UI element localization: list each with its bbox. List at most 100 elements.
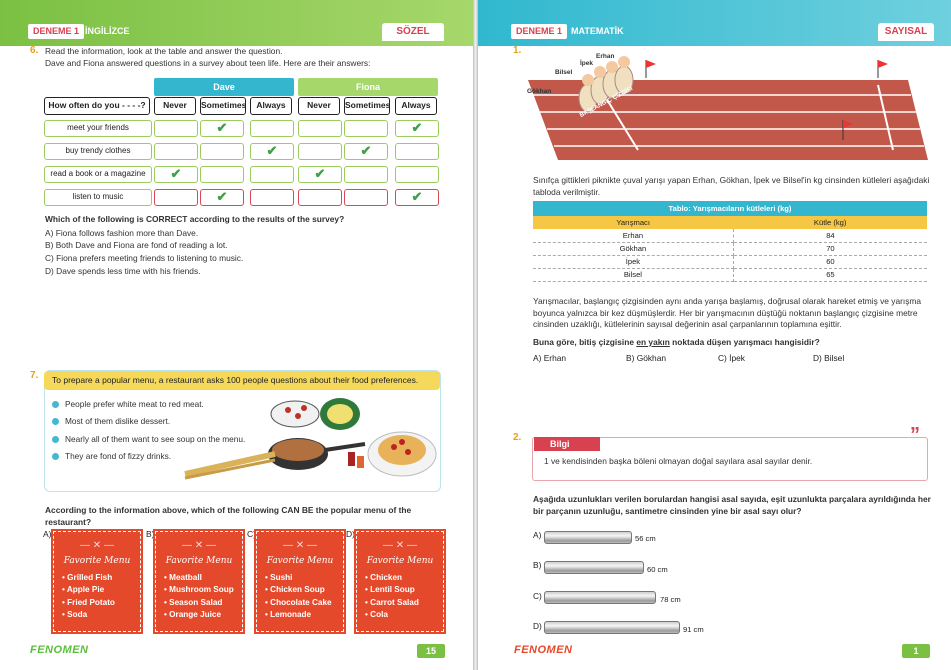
q2-option-c-letter[interactable]: C) xyxy=(533,591,542,601)
frequency-header: Always xyxy=(395,97,437,115)
table-row: Gökhan 70 xyxy=(533,242,927,256)
q7-option-b-letter: B) xyxy=(146,529,155,539)
pipe-d xyxy=(544,621,680,634)
q2-question: Aşağıda uzunlukları verilen borulardan h… xyxy=(533,494,931,516)
survey-answer-cell xyxy=(344,189,388,206)
q7-bullet: People prefer white meat to red meat. xyxy=(52,399,204,409)
menu-item: • Lemonade xyxy=(265,610,312,620)
question-number: 2. xyxy=(513,432,522,443)
food-illustration xyxy=(184,398,437,480)
pipe-length: 60 cm xyxy=(647,565,668,574)
menu-card-b[interactable]: — ✕ — Favorite Menu • Meatball • Mushroo… xyxy=(153,529,245,634)
racer-label: Gökhan xyxy=(527,88,552,95)
publisher-logo: FENOMEN xyxy=(30,644,89,656)
racer-label: Bilsel xyxy=(555,69,573,76)
section-tab: SÖZEL xyxy=(382,23,444,41)
menu-title: Favorite Menu xyxy=(63,556,131,566)
survey-answer-cell xyxy=(154,189,198,206)
question-cell: How often do you - - - -? xyxy=(44,97,150,115)
q1-paragraph: Yarışmacılar, başlangıç çizgisinden aynı… xyxy=(533,296,922,329)
survey-answer-cell xyxy=(250,120,294,137)
series-label: DENEME 1 xyxy=(28,24,85,39)
q6-option-c[interactable]: C) Fiona prefers meeting friends to list… xyxy=(45,253,244,263)
q7-option-d-letter: D) xyxy=(346,529,355,539)
survey-row-label: read a book or a magazine xyxy=(44,166,152,183)
frequency-header: Always xyxy=(250,97,292,115)
q7-intro: To prepare a popular menu, a restaurant … xyxy=(44,371,440,390)
menu-item: • Orange Juice xyxy=(164,610,222,620)
menu-item: • Chicken Soup xyxy=(265,585,325,595)
q6-option-b[interactable]: B) Both Dave and Fiona are fond of readi… xyxy=(45,240,228,250)
survey-answer-cell: ✔ xyxy=(344,143,388,160)
survey-row-label: meet your friends xyxy=(44,120,152,137)
menu-card-a[interactable]: — ✕ — Favorite Menu • Grilled Fish • App… xyxy=(51,529,143,634)
menu-item: • Apple Pie xyxy=(62,585,105,595)
racer-label: İpek xyxy=(580,60,594,67)
menu-item: • Soda xyxy=(62,610,88,620)
q6-question: Which of the following is CORRECT accord… xyxy=(45,214,345,224)
survey-answer-cell xyxy=(250,189,294,206)
publisher-logo: FENOMEN xyxy=(514,644,573,656)
menu-card-c[interactable]: — ✕ — Favorite Menu • Sushi • Chicken So… xyxy=(254,529,346,634)
q7-option-a-letter: A) xyxy=(43,529,52,539)
frequency-header: Never xyxy=(298,97,340,115)
question-number: 7. xyxy=(30,370,39,381)
menu-item: • Sushi xyxy=(265,573,293,582)
q1-option-a[interactable]: A) Erhan xyxy=(533,353,567,363)
q7-option-c-letter: C) xyxy=(247,529,256,539)
q1-option-d[interactable]: D) Bilsel xyxy=(813,353,845,363)
survey-answer-cell xyxy=(395,143,439,160)
column-header: Kütle (kg) xyxy=(733,216,927,229)
survey-row-label: listen to music xyxy=(44,189,152,206)
frequency-header: Never xyxy=(154,97,196,115)
survey-answer-cell: ✔ xyxy=(200,189,244,206)
q1-intro: Sınıfça gittikleri piknikte çuval yarışı… xyxy=(533,175,930,197)
menu-item: • Grilled Fish xyxy=(62,573,113,582)
pipe-length: 78 cm xyxy=(660,595,681,604)
q1-option-b[interactable]: B) Gökhan xyxy=(626,353,667,363)
survey-answer-cell xyxy=(344,166,388,183)
right-page: DENEME 1 MATEMATİK SAYISAL 1. Erhan İpek… xyxy=(478,0,951,670)
survey-answer-cell: ✔ xyxy=(395,120,439,137)
quote-icon: ” xyxy=(910,424,920,446)
survey-answer-cell: ✔ xyxy=(250,143,294,160)
q6-intro-1: Read the information, look at the table … xyxy=(45,46,283,56)
survey-answer-cell: ✔ xyxy=(200,120,244,137)
q6-intro-2: Dave and Fiona answered questions in a s… xyxy=(45,58,371,68)
q2-option-b-letter[interactable]: B) xyxy=(533,560,542,570)
survey-answer-cell xyxy=(395,166,439,183)
menu-item: • Mushroom Soup xyxy=(164,585,234,595)
section-tab: SAYISAL xyxy=(878,23,934,41)
q6-option-d[interactable]: D) Dave spends less time with his friend… xyxy=(45,266,201,276)
menu-item: • Lentil Soup xyxy=(365,585,415,595)
survey-answer-cell xyxy=(200,143,244,160)
question-number: 6. xyxy=(30,45,39,56)
survey-answer-cell xyxy=(250,166,294,183)
survey-answer-cell xyxy=(298,143,342,160)
survey-answer-cell: ✔ xyxy=(298,166,342,183)
subject-label: MATEMATİK xyxy=(571,26,624,36)
q2-option-a-letter[interactable]: A) xyxy=(533,530,542,540)
frequency-header: Sometimes xyxy=(200,97,246,115)
frequency-header: Sometimes xyxy=(344,97,390,115)
survey-answer-cell xyxy=(298,189,342,206)
table-row: Bilsel 65 xyxy=(533,268,927,282)
q1-option-c[interactable]: C) İpek xyxy=(718,353,745,363)
q2-option-d-letter[interactable]: D) xyxy=(533,621,542,631)
table-row: Erhan 84 xyxy=(533,229,927,243)
q7-question-1: According to the information above, whic… xyxy=(45,505,412,515)
menu-title: Favorite Menu xyxy=(165,556,233,566)
cutlery-icon: — ✕ — xyxy=(283,540,317,551)
info-text: 1 ve kendisinden başka böleni olmayan do… xyxy=(544,456,813,466)
q6-option-a[interactable]: A) Fiona follows fashion more than Dave. xyxy=(45,228,199,238)
pipe-b xyxy=(544,561,644,574)
survey-answer-cell xyxy=(344,120,388,137)
pipe-length: 56 cm xyxy=(635,534,656,543)
menu-card-d[interactable]: — ✕ — Favorite Menu • Chicken • Lentil S… xyxy=(354,529,446,634)
survey-answer-cell xyxy=(154,143,198,160)
q7-question-2: restaurant? xyxy=(45,517,92,527)
survey-answer-cell xyxy=(200,166,244,183)
menu-item: • Carrot Salad xyxy=(365,597,419,607)
cutlery-icon: — ✕ — xyxy=(80,540,114,551)
q1-question: Buna göre, bitiş çizgisine en yakın nokt… xyxy=(533,337,820,347)
